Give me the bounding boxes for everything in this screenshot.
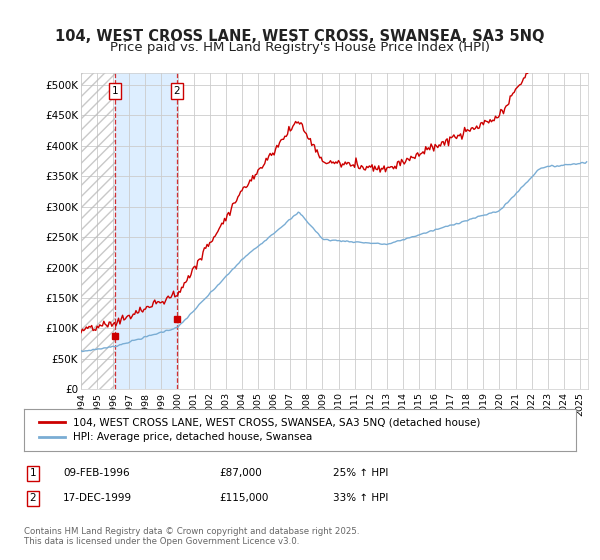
Text: 2: 2: [173, 86, 180, 96]
Text: 1: 1: [29, 468, 37, 478]
Legend: 104, WEST CROSS LANE, WEST CROSS, SWANSEA, SA3 5NQ (detached house), HPI: Averag: 104, WEST CROSS LANE, WEST CROSS, SWANSE…: [35, 413, 485, 446]
Text: £115,000: £115,000: [219, 493, 268, 503]
Bar: [115, 73, 177, 389]
Text: 25% ↑ HPI: 25% ↑ HPI: [333, 468, 388, 478]
Text: Contains HM Land Registry data © Crown copyright and database right 2025.
This d: Contains HM Land Registry data © Crown c…: [24, 527, 359, 546]
Text: Price paid vs. HM Land Registry's House Price Index (HPI): Price paid vs. HM Land Registry's House …: [110, 41, 490, 54]
Text: 17-DEC-1999: 17-DEC-1999: [63, 493, 132, 503]
Text: 1: 1: [112, 86, 118, 96]
Text: 2: 2: [29, 493, 37, 503]
Text: 33% ↑ HPI: 33% ↑ HPI: [333, 493, 388, 503]
Text: £87,000: £87,000: [219, 468, 262, 478]
Bar: [81, 73, 115, 389]
Text: 104, WEST CROSS LANE, WEST CROSS, SWANSEA, SA3 5NQ: 104, WEST CROSS LANE, WEST CROSS, SWANSE…: [55, 29, 545, 44]
Text: 09-FEB-1996: 09-FEB-1996: [63, 468, 130, 478]
Bar: [81, 73, 115, 389]
